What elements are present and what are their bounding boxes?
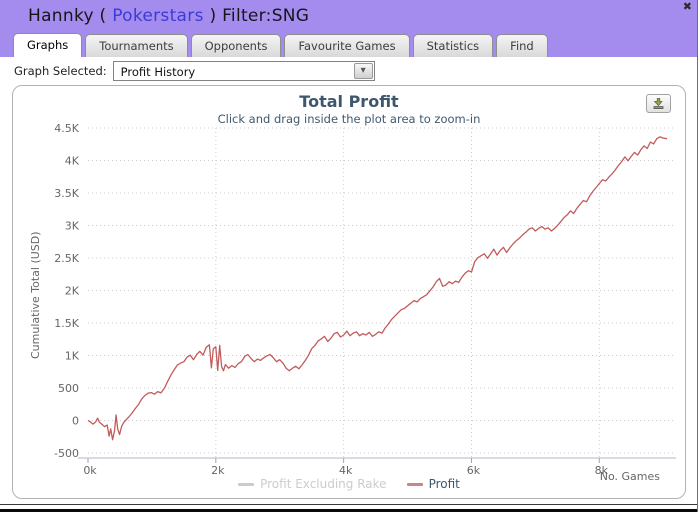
svg-text:-500: -500 — [54, 447, 79, 460]
site-name: Pokerstars — [112, 6, 204, 26]
profit-line[interactable] — [87, 136, 668, 441]
svg-text:8k: 8k — [595, 464, 609, 477]
title-bar: Hannky ( Pokerstars ) Filter:SNG ✖ Graph… — [0, 0, 697, 57]
svg-text:4.5K: 4.5K — [54, 122, 79, 135]
svg-text:0k: 0k — [83, 464, 97, 477]
svg-text:3K: 3K — [65, 220, 80, 233]
svg-text:2.5K: 2.5K — [54, 252, 79, 265]
gridlines — [87, 127, 676, 463]
svg-text:500: 500 — [58, 382, 79, 395]
tab-opponents[interactable]: Opponents — [190, 34, 282, 57]
chart-legend: Profit Excluding Rake Profit — [13, 477, 685, 491]
graph-toolbar: Graph Selected: Profit History ▾ — [0, 57, 697, 85]
x-axis-title: No. Games — [599, 470, 660, 483]
chevron-down-icon[interactable]: ▾ — [353, 63, 373, 79]
legend-swatch — [238, 482, 255, 486]
tab-bar: Graphs Tournaments Opponents Favourite G… — [13, 33, 548, 57]
legend-label: Profit Excluding Rake — [260, 477, 387, 491]
tab-graphs[interactable]: Graphs — [13, 33, 83, 57]
legend-item-profit[interactable]: Profit — [406, 477, 460, 491]
svg-text:4K: 4K — [65, 155, 80, 168]
y-axis-title: Cumulative Total (USD) — [29, 231, 42, 360]
window-title-prefix: Hannky ( — [28, 6, 113, 26]
svg-text:2K: 2K — [65, 285, 80, 298]
profit-chart[interactable]: -500 0 500 1K 1.5K 2K 2.5K 3K 3.5K 4K 4.5K 0k 2k 4k 6k… — [13, 86, 685, 498]
chart-subtitle: Click and drag inside the plot area to z… — [217, 112, 481, 126]
tab-favourite-games[interactable]: Favourite Games — [284, 34, 410, 57]
chart-title: Total Profit — [299, 92, 399, 111]
close-icon[interactable]: ✖ — [682, 0, 692, 13]
export-chart-button[interactable] — [646, 94, 671, 113]
svg-text:0: 0 — [72, 415, 79, 428]
graph-select-value: Profit History — [120, 65, 196, 79]
window-title: Hannky ( Pokerstars ) Filter:SNG — [28, 6, 309, 26]
legend-swatch — [406, 482, 423, 486]
plot-area[interactable] — [88, 128, 676, 458]
axis-tick-labels: -500 0 500 1K 1.5K 2K 2.5K 3K 3.5K 4K 4.5K 0k 2k 4k 6k… — [54, 122, 609, 477]
download-icon — [653, 98, 664, 110]
window-title-suffix: ) Filter:SNG — [203, 6, 310, 26]
graph-selected-label: Graph Selected: — [14, 64, 107, 78]
tab-find[interactable]: Find — [496, 34, 548, 57]
graph-select-dropdown[interactable]: Profit History ▾ — [112, 61, 375, 81]
svg-text:3.5K: 3.5K — [54, 187, 79, 200]
tab-statistics[interactable]: Statistics — [412, 34, 494, 57]
svg-text:4k: 4k — [339, 464, 353, 477]
legend-label: Profit — [428, 477, 460, 491]
window-bottom-edge — [0, 504, 697, 512]
legend-item-profit-excluding-rake[interactable]: Profit Excluding Rake — [238, 477, 387, 491]
chart-panel: -500 0 500 1K 1.5K 2K 2.5K 3K 3.5K 4K 4.5K 0k 2k 4k 6k… — [12, 85, 686, 499]
svg-text:2k: 2k — [211, 464, 225, 477]
svg-text:1K: 1K — [65, 350, 80, 363]
svg-text:6k: 6k — [467, 464, 481, 477]
tab-tournaments[interactable]: Tournaments — [85, 34, 188, 57]
svg-text:1.5K: 1.5K — [54, 317, 79, 330]
